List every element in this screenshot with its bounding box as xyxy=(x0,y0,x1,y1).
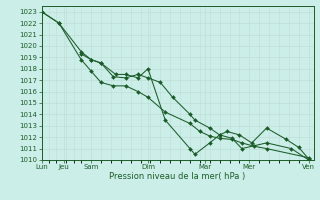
X-axis label: Pression niveau de la mer( hPa ): Pression niveau de la mer( hPa ) xyxy=(109,172,246,181)
